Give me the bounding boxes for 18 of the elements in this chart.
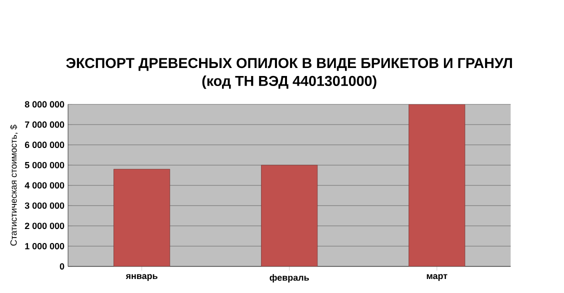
x-tick-label: март — [426, 274, 448, 281]
bar — [114, 168, 170, 266]
y-tick-label: 6 000 000 — [24, 142, 64, 148]
y-tick-label: 5 000 000 — [24, 162, 64, 168]
x-tick-label: февраль — [270, 274, 309, 282]
y-axis-title: Статистическая стоимость, $ — [10, 124, 18, 246]
bar — [408, 104, 466, 266]
y-tick-label: 0 — [60, 263, 64, 270]
bar — [261, 164, 318, 266]
chart-title: ЭКСПОРТ ДРЕВЕСНЫХ ОПИЛОК В ВИДЕ БРИКЕТОВ И ГРАНУЛ — [66, 58, 512, 71]
chart-subtitle: (код ТН ВЭД 4401301000) — [202, 75, 376, 89]
x-tick-label: январь — [126, 274, 158, 281]
y-tick-label: 4 000 000 — [24, 182, 64, 188]
y-tick-label: 3 000 000 — [24, 202, 64, 209]
y-tick-label: 1 000 000 — [25, 242, 64, 250]
y-tick-label: 8 000 000 — [24, 101, 64, 108]
y-tick-label: 7 000 000 — [25, 121, 64, 128]
y-tick-label: 2 000 000 — [24, 222, 64, 229]
